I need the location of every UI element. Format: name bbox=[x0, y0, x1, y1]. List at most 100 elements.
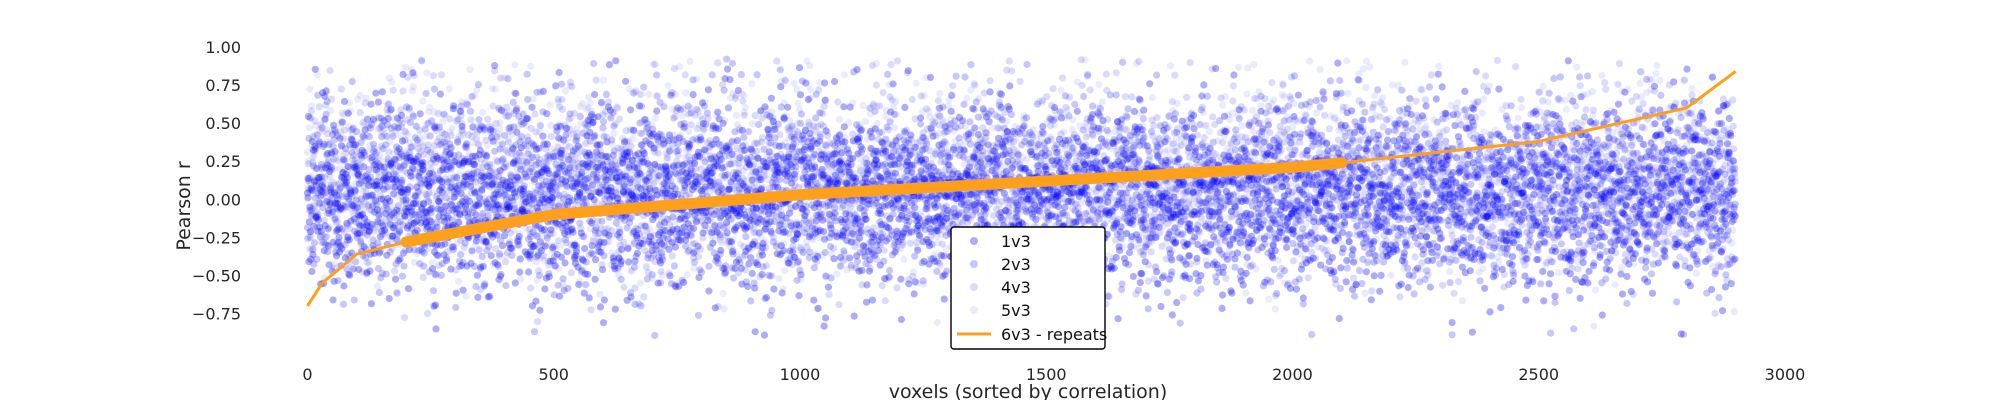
scatter-point bbox=[355, 171, 363, 179]
scatter-point bbox=[1172, 147, 1180, 155]
scatter-point bbox=[1304, 274, 1312, 282]
scatter-point bbox=[751, 112, 759, 120]
scatter-point bbox=[320, 200, 328, 208]
scatter-point bbox=[781, 267, 789, 275]
scatter-point bbox=[353, 234, 361, 242]
scatter-point bbox=[1008, 67, 1016, 75]
scatter-point bbox=[714, 59, 722, 67]
scatter-point bbox=[547, 132, 555, 141]
scatter-point bbox=[555, 237, 563, 245]
scatter-point bbox=[1086, 86, 1094, 94]
scatter-point bbox=[330, 155, 338, 163]
scatter-point bbox=[1251, 94, 1259, 102]
scatter-point bbox=[399, 87, 407, 95]
scatter-point bbox=[923, 105, 931, 113]
scatter-point bbox=[367, 191, 376, 199]
scatter-point bbox=[349, 130, 357, 139]
scatter-point bbox=[1316, 65, 1324, 73]
scatter-point bbox=[424, 309, 432, 318]
scatter-point bbox=[878, 128, 886, 136]
scatter-point bbox=[310, 151, 318, 160]
scatter-point bbox=[359, 187, 367, 195]
scatter-point bbox=[338, 143, 346, 151]
scatter-point bbox=[365, 258, 373, 266]
scatter-point bbox=[1217, 94, 1225, 102]
scatter-point bbox=[351, 180, 359, 188]
scatter-point bbox=[352, 171, 360, 179]
scatter-point bbox=[309, 147, 317, 155]
scatter-point bbox=[933, 318, 942, 327]
scatter-point bbox=[318, 127, 326, 136]
scatter-point bbox=[354, 176, 362, 184]
scatter-point bbox=[1183, 93, 1191, 101]
scatter-point bbox=[687, 121, 695, 129]
scatter-point bbox=[372, 198, 380, 206]
scatter-point bbox=[319, 163, 327, 171]
scatter-point bbox=[1242, 289, 1250, 297]
scatter-point bbox=[308, 245, 316, 253]
scatter-point bbox=[374, 155, 382, 163]
scatter-point bbox=[327, 106, 335, 114]
scatter-point bbox=[1306, 57, 1314, 65]
scatter-point bbox=[496, 74, 505, 82]
scatter-point bbox=[306, 180, 314, 188]
scatter-point bbox=[1121, 93, 1130, 101]
scatter-point bbox=[1458, 297, 1466, 305]
scatter-point bbox=[719, 289, 727, 297]
scatter-point bbox=[599, 76, 608, 84]
scatter-point bbox=[1078, 81, 1086, 89]
scatter-point bbox=[949, 82, 957, 90]
scatter-point bbox=[610, 129, 618, 137]
scatter-point bbox=[1049, 85, 1057, 93]
scatter-point bbox=[1171, 71, 1179, 79]
scatter-point bbox=[1238, 122, 1246, 130]
scatter-point bbox=[335, 157, 343, 165]
scatter-point bbox=[773, 57, 781, 65]
scatter-point bbox=[1058, 74, 1067, 82]
scatter-point bbox=[341, 203, 349, 211]
scatter-point bbox=[620, 283, 628, 291]
scatter-point bbox=[1289, 257, 1298, 265]
scatter-point bbox=[315, 200, 323, 208]
scatter-point bbox=[1249, 127, 1257, 136]
scatter-point bbox=[859, 101, 867, 109]
scatter-point bbox=[1401, 58, 1409, 66]
scatter-point bbox=[346, 163, 354, 171]
scatter-point bbox=[758, 134, 767, 142]
scatter-point bbox=[917, 92, 925, 100]
scatter-point bbox=[331, 165, 339, 173]
scatter-point bbox=[806, 85, 814, 93]
scatter-point bbox=[360, 121, 368, 129]
scatter-point bbox=[306, 85, 314, 93]
scatter-point bbox=[1098, 98, 1106, 106]
scatter-point bbox=[893, 284, 901, 292]
scatter-point bbox=[1730, 308, 1738, 316]
scatter-point bbox=[1102, 70, 1110, 78]
scatter-point bbox=[1219, 101, 1227, 109]
scatter-point bbox=[315, 103, 323, 111]
scatter-point bbox=[1588, 88, 1596, 96]
scatter-point bbox=[340, 126, 348, 134]
scatter-point bbox=[341, 181, 349, 189]
scatter-point bbox=[448, 124, 456, 132]
scatter-points bbox=[303, 55, 1739, 340]
scatter-point bbox=[1478, 109, 1486, 117]
scatter-point bbox=[311, 164, 319, 172]
scatter-point bbox=[1692, 269, 1700, 277]
scatter-point bbox=[343, 167, 351, 175]
scatter-point bbox=[908, 95, 916, 104]
scatter-point bbox=[888, 96, 896, 104]
scatter-point bbox=[1169, 140, 1177, 148]
scatter-point bbox=[527, 284, 535, 292]
scatter-point bbox=[1362, 84, 1370, 92]
scatter-point bbox=[1179, 294, 1187, 302]
scatter-point bbox=[349, 212, 357, 220]
scatter-point bbox=[375, 219, 383, 227]
scatter-point bbox=[325, 140, 333, 148]
scatter-point bbox=[1636, 79, 1644, 87]
scatter-point bbox=[668, 252, 677, 260]
scatter-point bbox=[363, 131, 371, 139]
scatter-point bbox=[636, 279, 645, 287]
scatter-point bbox=[558, 96, 566, 104]
scatter-point bbox=[1158, 242, 1166, 250]
